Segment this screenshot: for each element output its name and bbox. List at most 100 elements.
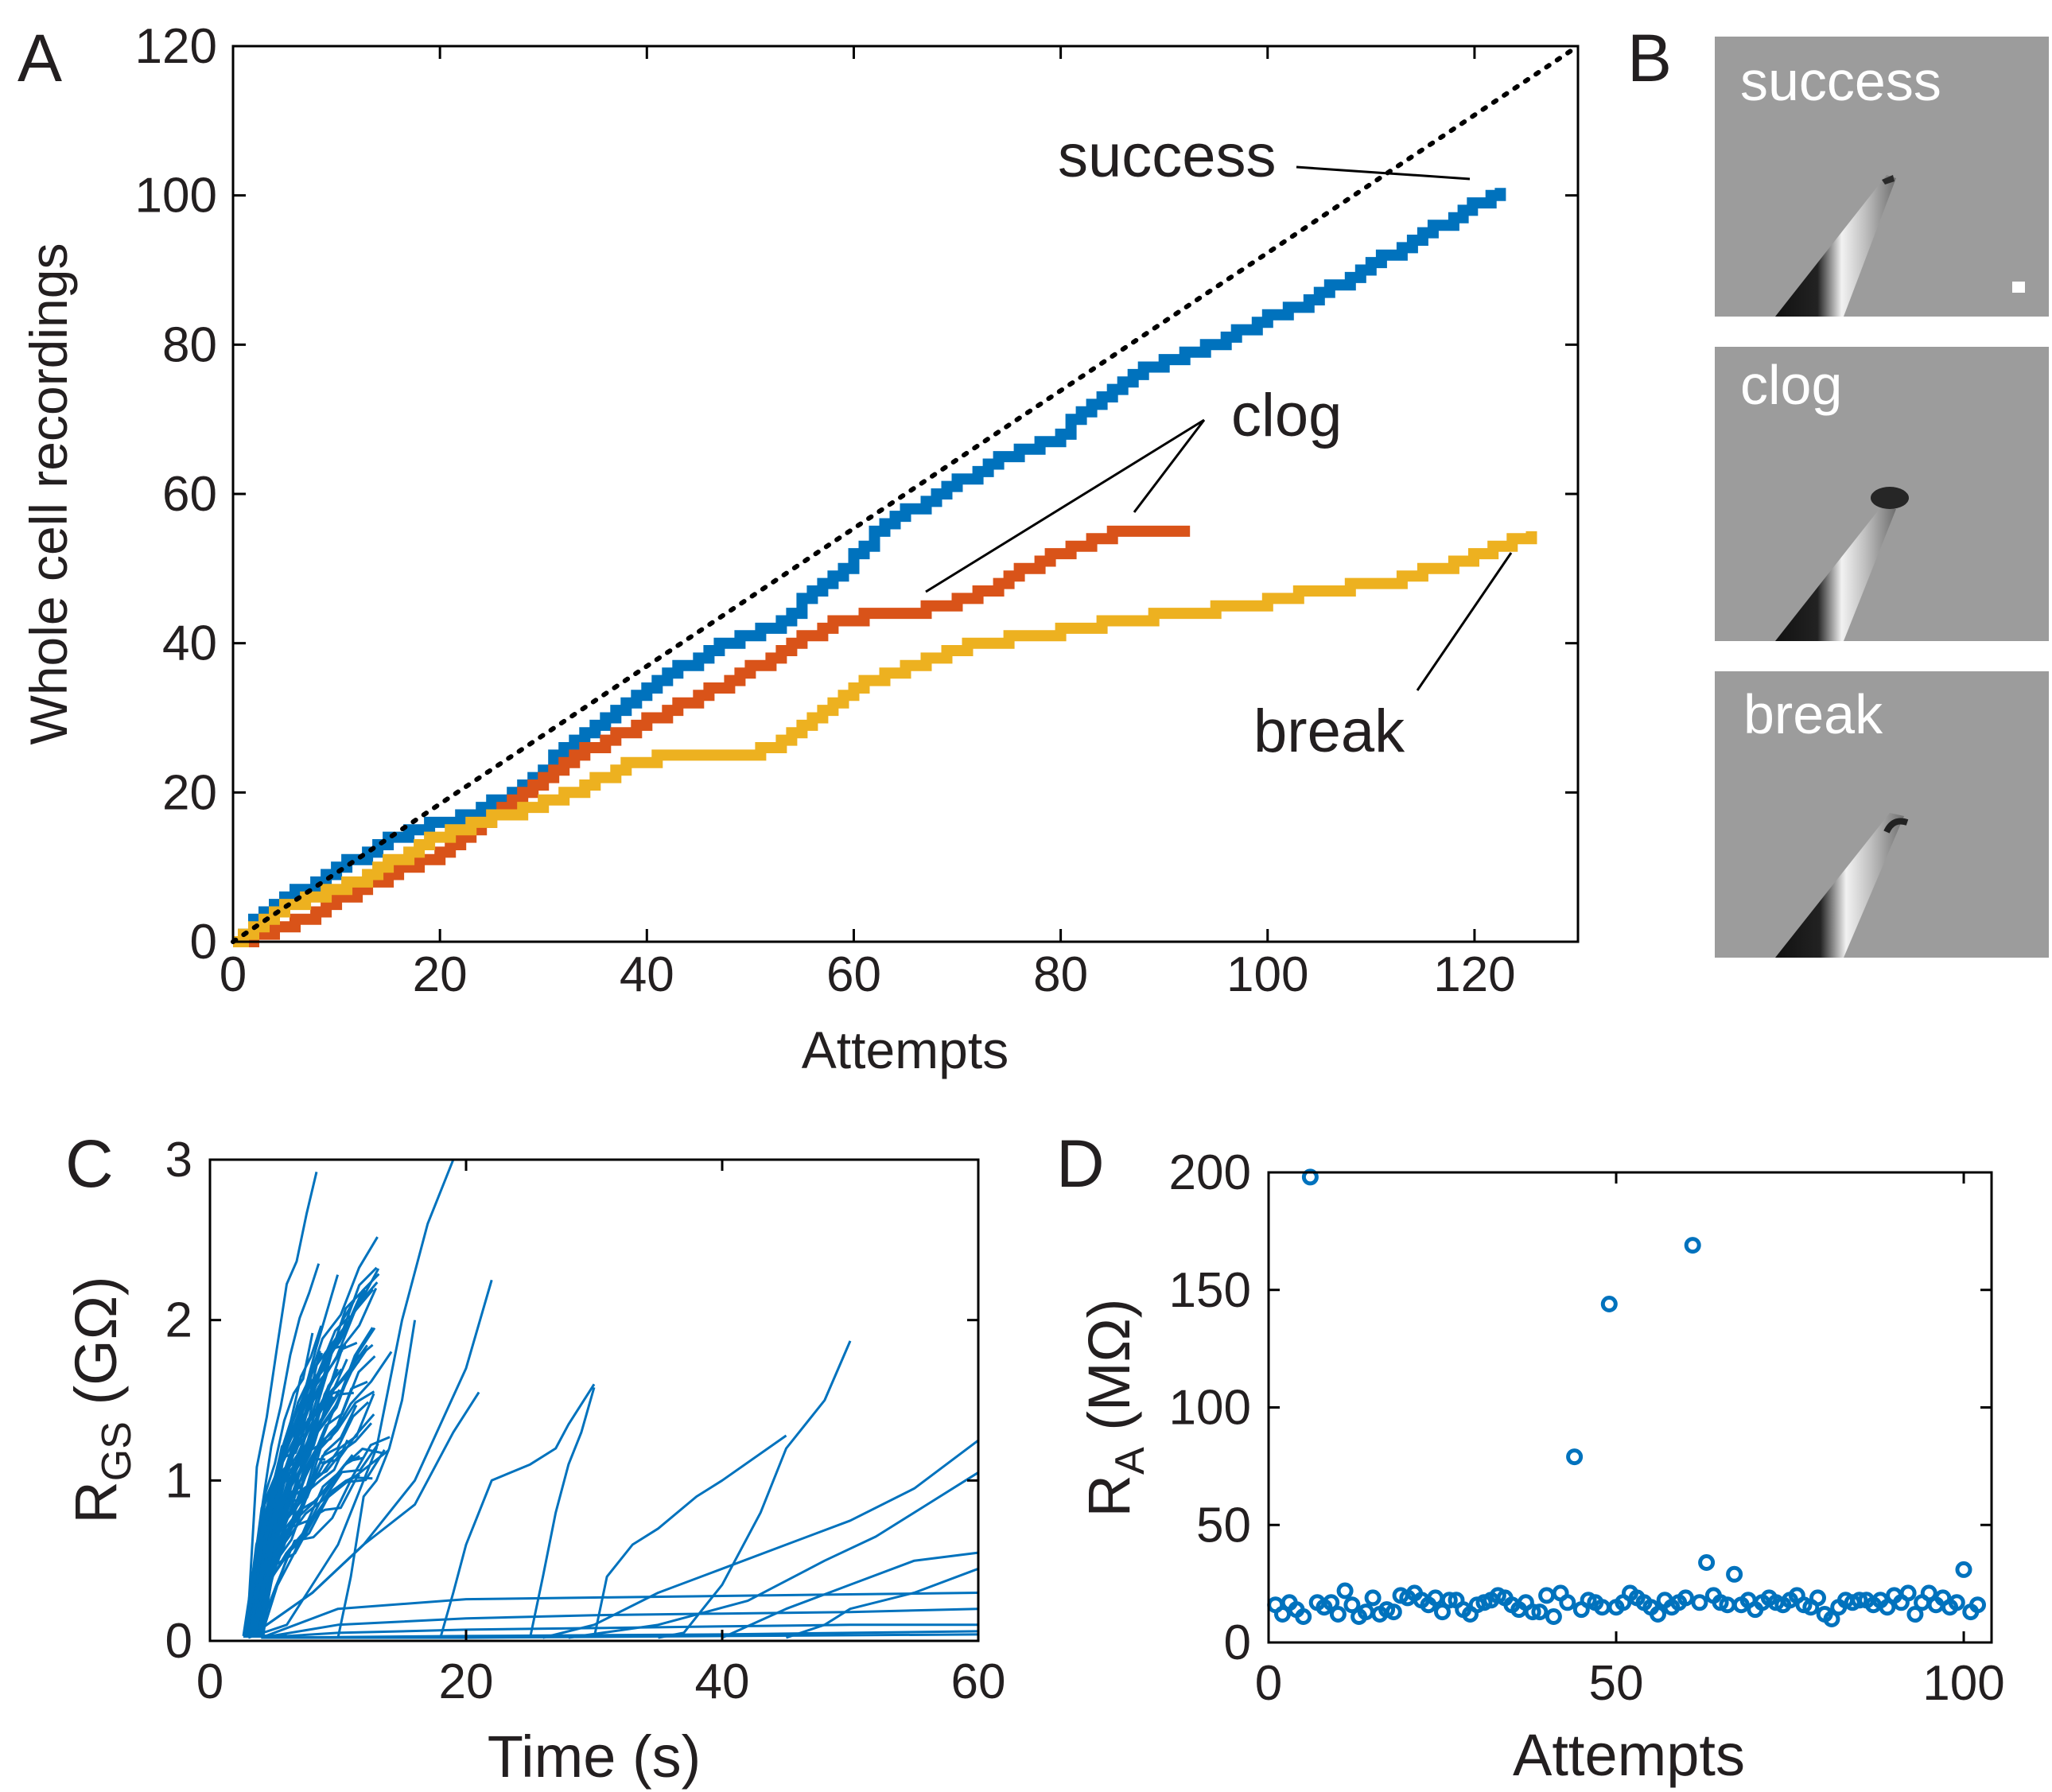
data-point	[1600, 1296, 1618, 1312]
panel-a-y-tick-label: 120	[135, 19, 217, 74]
panel-d-ticks: 0 50 100 0 50 100 150 200	[1169, 1145, 2005, 1711]
data-point	[1329, 1606, 1347, 1623]
micrograph-success: success	[1715, 37, 2049, 317]
panel-a-x-tick-label: 100	[1226, 947, 1308, 1002]
panel-a-y-tick-label: 20	[162, 765, 217, 820]
seal-trace-slow	[721, 1551, 979, 1639]
data-point	[1531, 1603, 1549, 1621]
data-point	[1594, 1599, 1611, 1616]
seal-trace-fast	[247, 1457, 326, 1637]
seal-trace-fast	[246, 1456, 364, 1637]
data-point	[1343, 1596, 1361, 1614]
panel-a-x-tick-label: 0	[220, 947, 247, 1002]
annotation-clog: clog	[1231, 382, 1342, 449]
data-point	[1906, 1606, 1924, 1623]
image-label-clog: clog	[1740, 354, 1842, 416]
data-point	[1879, 1599, 1896, 1616]
identity-line	[231, 44, 1580, 944]
panel-d-y-tick-label: 0	[1224, 1615, 1251, 1670]
panel-d-y-tick-label: 200	[1169, 1145, 1251, 1200]
panel-d-y-tick-label: 100	[1169, 1381, 1251, 1436]
seal-trace-fast	[254, 1266, 378, 1637]
panel-c-x-tick-label: 0	[196, 1654, 223, 1709]
panel-a-ticks: 0 20 40 60 80 100 120 0 20 40 60 80 100 120	[135, 19, 1578, 1002]
panel-d-axes-box	[1267, 1171, 1993, 1644]
panel-d-y-label-sub: A	[1107, 1447, 1153, 1475]
data-point	[1364, 1589, 1382, 1607]
data-point	[1969, 1596, 1986, 1614]
panel-a-x-tick-label: 40	[620, 947, 674, 1002]
image-label-success: success	[1740, 50, 1941, 112]
panel-c-traces	[242, 1159, 979, 1639]
seal-trace-fast	[249, 1344, 368, 1637]
seal-trace-slow	[786, 1567, 979, 1639]
data-point	[1677, 1589, 1694, 1607]
panel-a-x-tick-label: 120	[1433, 947, 1515, 1002]
panel-a-x-tick-label: 20	[413, 947, 468, 1002]
data-point	[1440, 1592, 1458, 1609]
panel-label-a: A	[17, 21, 62, 95]
panel-c-y-label-sub: GS	[94, 1421, 140, 1481]
panel-a-x-tick-label: 60	[826, 947, 881, 1002]
seal-trace-fast	[247, 1454, 354, 1637]
panel-label-d: D	[1056, 1126, 1105, 1201]
leader-success	[1296, 165, 1471, 181]
series-break	[233, 531, 1537, 947]
data-point	[1899, 1584, 1917, 1602]
data-point	[1726, 1565, 1743, 1583]
data-point	[1538, 1587, 1556, 1604]
data-point	[1545, 1608, 1562, 1625]
seal-trace-slow	[325, 1320, 417, 1639]
panel-d-y-tick-label: 150	[1169, 1263, 1251, 1318]
panel-c-y-label-main: R	[63, 1481, 129, 1523]
annotation-break: break	[1253, 698, 1405, 765]
panel-a-y-tick-label: 100	[135, 169, 217, 224]
panel-c-y-label-unit: (GΩ)	[63, 1276, 129, 1421]
panel-c-y-tick-label: 0	[165, 1614, 192, 1669]
panel-d-x-tick-label: 50	[1589, 1656, 1644, 1711]
data-point	[1357, 1603, 1374, 1621]
data-point	[1336, 1582, 1354, 1600]
data-point	[1684, 1237, 1701, 1254]
seal-trace-slow	[261, 1623, 978, 1639]
data-point	[1427, 1589, 1444, 1607]
data-point	[1566, 1448, 1584, 1466]
panel-d-y-label-unit: (MΩ)	[1076, 1299, 1142, 1448]
seal-trace-slow	[260, 1592, 979, 1639]
panel-d-x-tick-label: 0	[1255, 1656, 1282, 1711]
leader-clog-2	[1133, 419, 1206, 513]
data-point	[1809, 1589, 1826, 1607]
panel-c-y-label: RGS (GΩ)	[63, 1276, 140, 1523]
data-point	[1274, 1606, 1291, 1623]
seal-trace-fast	[258, 1287, 378, 1637]
seal-trace-slow	[529, 1386, 596, 1638]
panel-b-images: success clog break	[1715, 37, 2049, 958]
data-point	[1851, 1592, 1868, 1609]
seal-trace-fast	[243, 1281, 379, 1637]
panel-a-x-label: Attempts	[802, 1020, 1009, 1079]
panel-d-x-label: Attempts	[1513, 1722, 1745, 1788]
annotation-success: success	[1058, 122, 1277, 190]
data-point	[1295, 1608, 1312, 1625]
panel-a-series	[231, 44, 1580, 947]
data-point	[1698, 1554, 1716, 1571]
panel-a-annotations: success clog break	[925, 122, 1513, 765]
seal-trace-slow	[593, 1434, 787, 1638]
panel-d-y-label: RA (MΩ)	[1076, 1299, 1153, 1518]
panel-c-x-tick-label: 60	[951, 1654, 1006, 1709]
panel-a-x-tick-label: 80	[1033, 947, 1088, 1002]
seal-trace-slow	[439, 1383, 596, 1638]
panel-c-chart: 0 20 40 60 0 1 2 3 Time (s) RGS (GΩ)	[63, 1133, 1005, 1790]
panel-a-y-tick-label: 60	[162, 467, 217, 522]
seal-trace-slow	[261, 1633, 979, 1639]
seal-trace-fast	[251, 1263, 321, 1637]
data-point	[1524, 1603, 1541, 1621]
image-label-break: break	[1743, 683, 1883, 745]
data-point	[1323, 1594, 1340, 1611]
data-point	[1434, 1603, 1451, 1621]
panel-c-x-label: Time (s)	[488, 1724, 701, 1790]
panel-a-y-tick-label: 0	[190, 915, 217, 970]
panel-c-ticks: 0 20 40 60 0 1 2 3	[165, 1133, 1006, 1709]
